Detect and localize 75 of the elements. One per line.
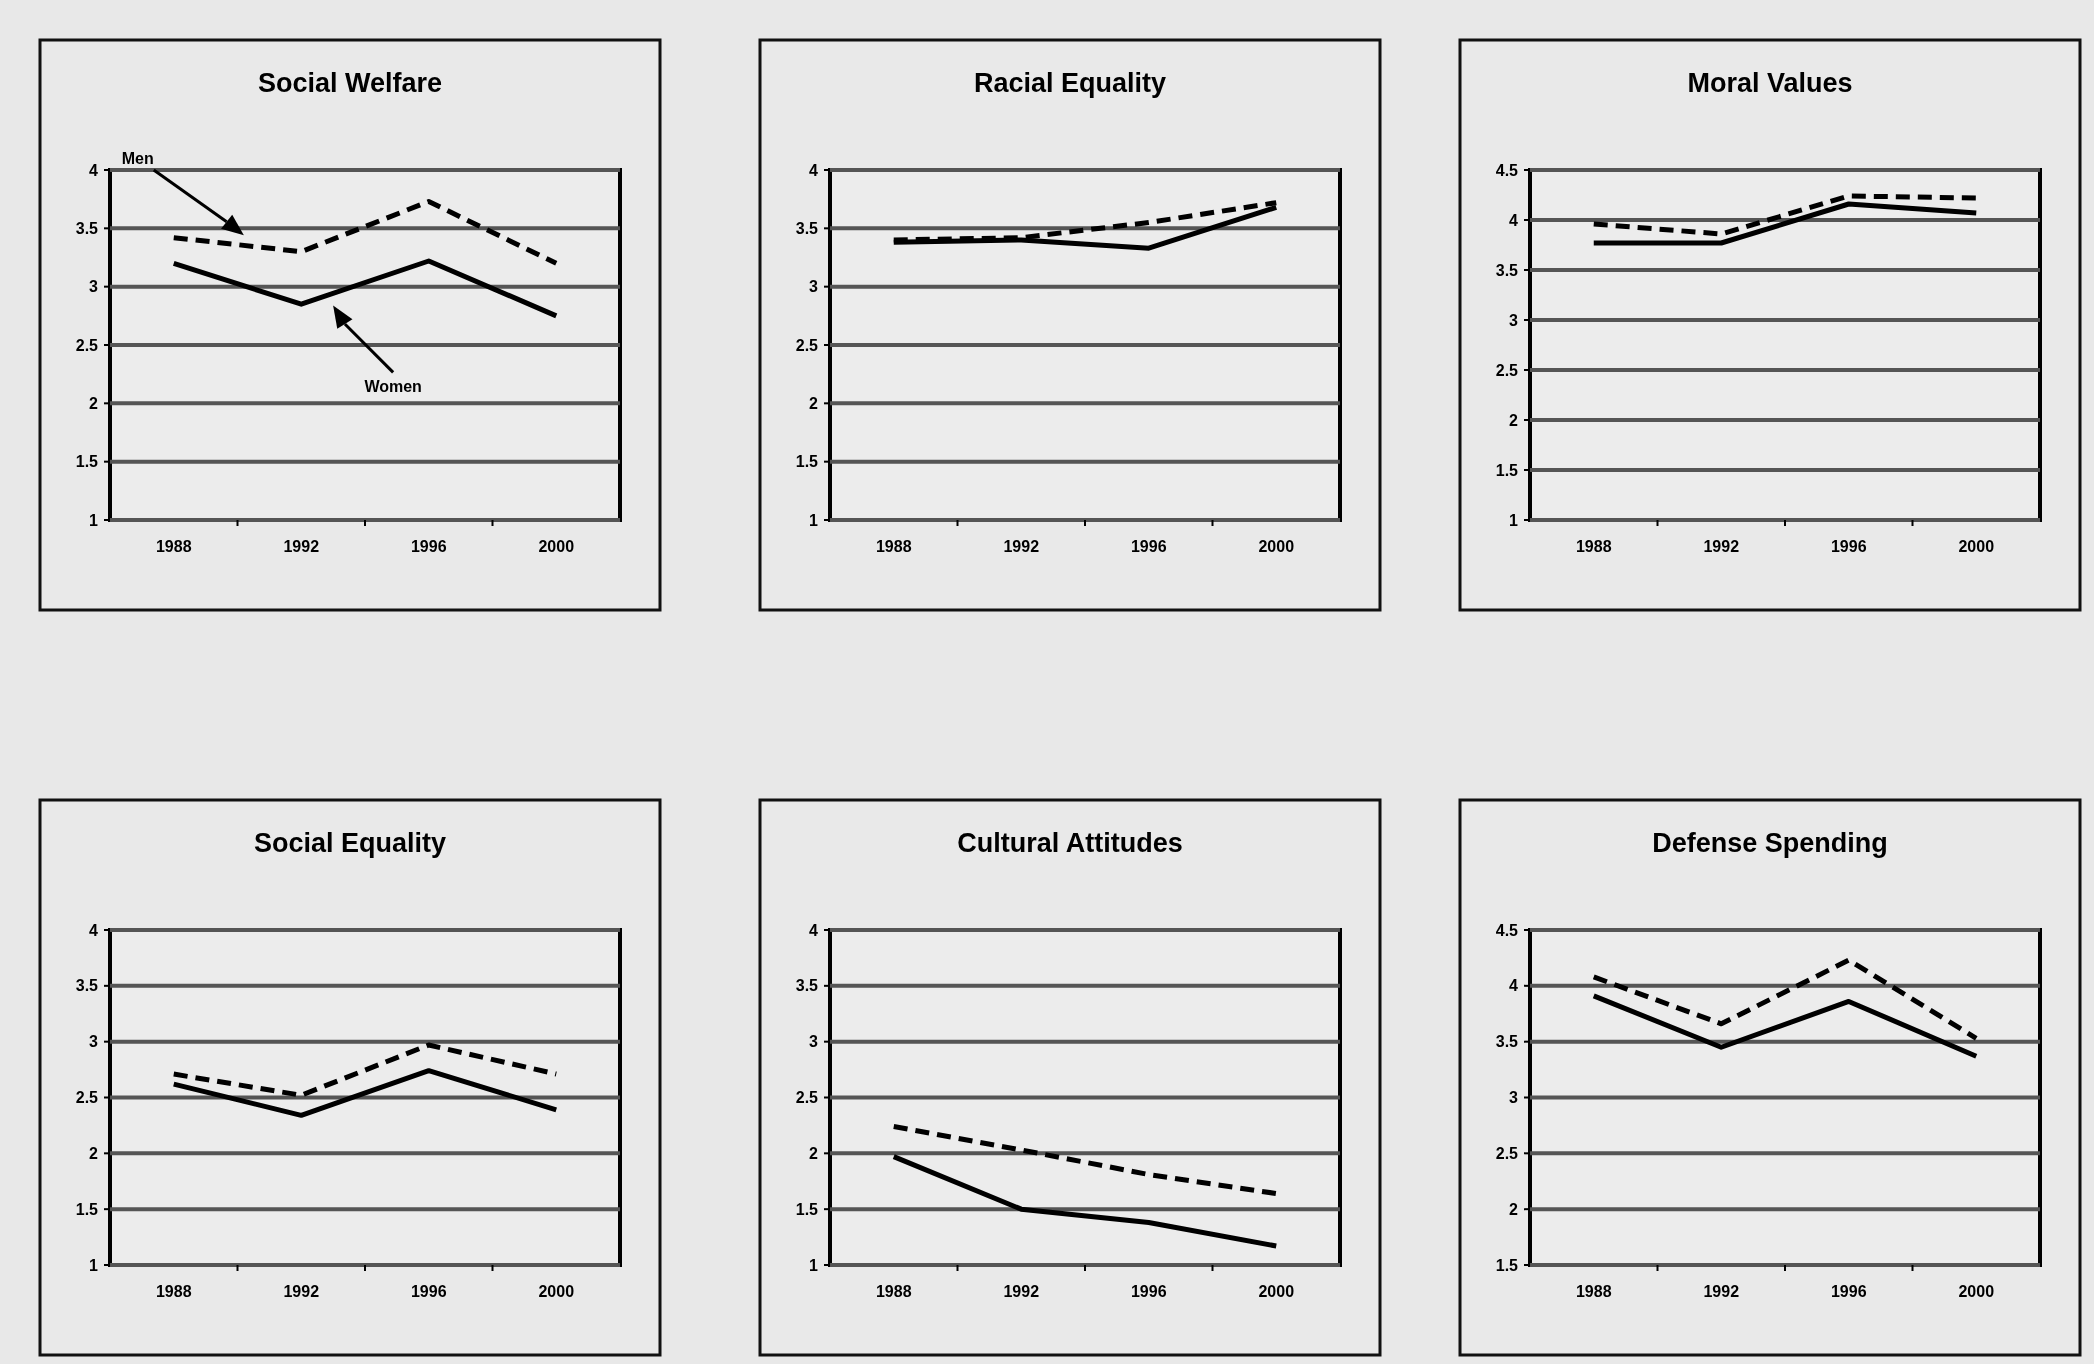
x-tick-label: 1988	[1575, 538, 1612, 555]
y-tick-label: 4.5	[1495, 161, 1519, 179]
y-tick-label: 3.5	[1495, 261, 1519, 279]
x-tick-label: 2000	[1958, 1283, 1995, 1300]
y-tick-label: 2	[1509, 411, 1519, 429]
x-tick-label: 1996	[410, 538, 447, 555]
y-tick-label: 4.5	[1495, 921, 1519, 939]
y-tick-label: 3.5	[795, 977, 819, 995]
x-tick-label: 2000	[538, 538, 575, 555]
y-tick-label: 1	[89, 1256, 99, 1274]
y-tick-label: 4	[809, 921, 819, 939]
y-tick-label: 1.5	[75, 1200, 99, 1218]
y-tick-label: 2.5	[795, 336, 819, 354]
chart-title: Social Equality	[253, 828, 447, 858]
x-tick-label: 2000	[1258, 1283, 1295, 1300]
x-tick-label: 1988	[155, 538, 192, 555]
y-tick-label: 3.5	[75, 977, 99, 995]
y-tick-label: 1.5	[75, 453, 99, 471]
y-tick-label: 2	[89, 1144, 99, 1162]
y-tick-label: 2	[89, 394, 99, 412]
x-tick-label: 1992	[1703, 1283, 1740, 1300]
y-tick-label: 4	[1509, 211, 1519, 229]
text: Men	[121, 150, 154, 167]
x-tick-label: 2000	[1258, 538, 1295, 555]
x-tick-label: 1996	[1830, 538, 1867, 555]
x-tick-label: 1992	[1003, 538, 1040, 555]
x-tick-label: 1992	[1703, 538, 1740, 555]
x-tick-label: 1988	[875, 1283, 912, 1300]
chart-title: Cultural Attitudes	[957, 828, 1183, 858]
x-tick-label: 1996	[410, 1283, 447, 1300]
y-tick-label: 3	[809, 278, 819, 296]
x-tick-label: 1996	[1130, 538, 1167, 555]
chart-title: Defense Spending	[1652, 828, 1888, 858]
x-tick-label: 1992	[283, 1283, 320, 1300]
x-tick-label: 1992	[1003, 1283, 1040, 1300]
y-tick-label: 3.5	[795, 219, 819, 237]
y-tick-label: 3	[809, 1033, 819, 1051]
y-tick-label: 2.5	[75, 336, 99, 354]
y-tick-label: 4	[1509, 977, 1519, 995]
x-tick-label: 1988	[875, 538, 912, 555]
x-tick-label: 2000	[1958, 538, 1995, 555]
y-tick-label: 1	[809, 511, 819, 529]
y-tick-label: 2	[809, 394, 819, 412]
y-tick-label: 2	[1509, 1200, 1519, 1218]
x-tick-label: 2000	[538, 1283, 575, 1300]
y-tick-label: 1.5	[795, 453, 819, 471]
x-tick-label: 1988	[1575, 1283, 1612, 1300]
y-tick-label: 4	[809, 161, 819, 179]
x-tick-label: 1992	[283, 538, 320, 555]
y-tick-label: 4	[89, 921, 99, 939]
y-tick-label: 1.5	[1495, 461, 1519, 479]
chart-title: Racial Equality	[973, 68, 1167, 98]
y-tick-label: 1.5	[795, 1200, 819, 1218]
text: Women	[364, 378, 422, 396]
y-tick-label: 2.5	[795, 1089, 819, 1107]
y-tick-label: 3	[89, 1033, 99, 1051]
x-tick-label: 1988	[155, 1283, 192, 1300]
chart-title: Moral Values	[1687, 68, 1853, 98]
y-tick-label: 3.5	[1495, 1033, 1519, 1051]
y-tick-label: 1	[809, 1256, 819, 1274]
y-tick-label: 4	[89, 161, 99, 179]
chart-title: Social Welfare	[257, 68, 443, 98]
y-tick-label: 3	[89, 278, 99, 296]
y-tick-label: 2.5	[1495, 361, 1519, 379]
y-tick-label: 3	[1509, 311, 1519, 329]
x-tick-label: 1996	[1130, 1283, 1167, 1300]
y-tick-label: 1	[1509, 511, 1519, 529]
y-tick-label: 2.5	[75, 1089, 99, 1107]
y-tick-label: 1	[89, 511, 99, 529]
y-tick-label: 2.5	[1495, 1144, 1519, 1162]
x-tick-label: 1996	[1830, 1283, 1867, 1300]
y-tick-label: 2	[809, 1144, 819, 1162]
y-tick-label: 3	[1509, 1089, 1519, 1107]
y-tick-label: 1.5	[1495, 1256, 1519, 1274]
y-tick-label: 3.5	[75, 219, 99, 237]
